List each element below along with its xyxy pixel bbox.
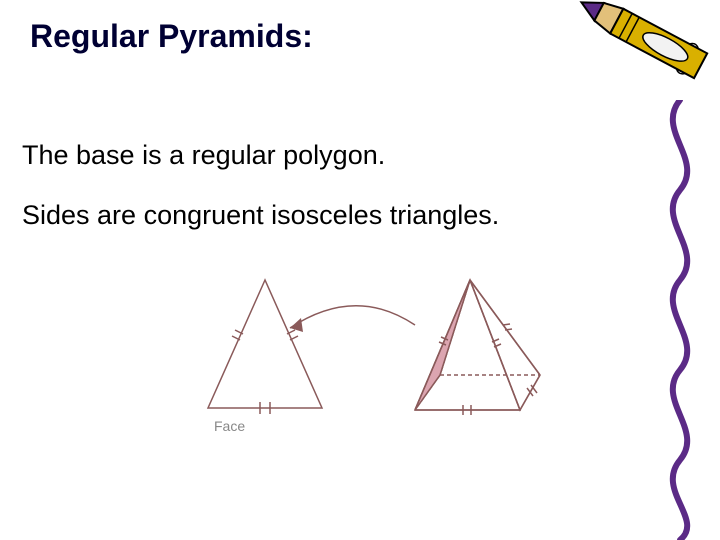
face-label: Face bbox=[214, 418, 245, 434]
pyramid-diagram bbox=[190, 270, 570, 440]
body-text-2: Sides are congruent isosceles triangles. bbox=[22, 200, 499, 231]
body-text-1: The base is a regular polygon. bbox=[22, 140, 385, 171]
slide-title: Regular Pyramids: bbox=[30, 18, 313, 55]
squiggle-decoration bbox=[650, 100, 710, 540]
